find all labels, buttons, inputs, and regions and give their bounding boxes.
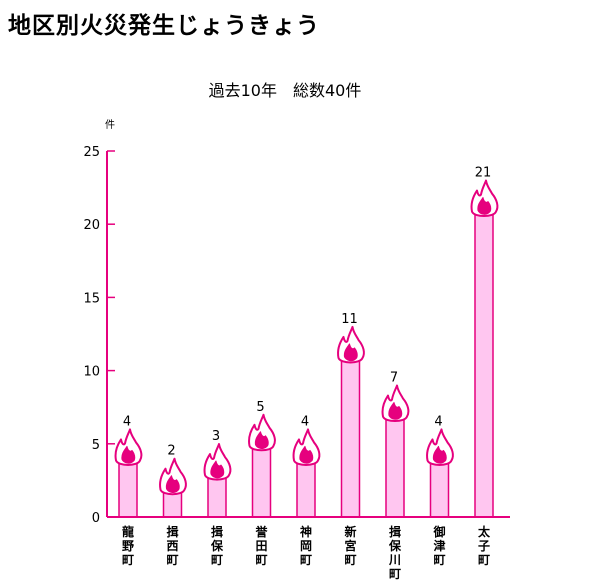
category-label: 龍野町 [122,524,134,567]
y-axis-unit: 件 [105,119,115,131]
data-labels: 4 2 3 5 4 11 7 4 21 [123,166,491,459]
category-label: 御津町 [433,524,446,567]
flame-icon [248,413,276,452]
category-label: 揖保町 [210,524,224,567]
bar [385,413,405,518]
y-tick-label: 10 [83,365,100,380]
data-label: 4 [434,414,442,429]
bar [251,443,272,518]
data-label: 2 [167,444,175,459]
category-label: 誉田町 [255,524,269,567]
data-label: 11 [341,312,358,327]
data-label: 5 [256,400,264,415]
data-label: 4 [301,414,309,429]
data-label: 7 [390,371,398,386]
y-tick-label: 0 [92,511,100,526]
y-tick-label: 5 [92,438,100,453]
bar [429,457,450,518]
category-label: 揖保川町 [388,524,402,580]
flame-icon [381,384,410,423]
bar [474,208,494,518]
data-label: 21 [475,166,492,181]
y-axis: 0 5 10 15 20 25 [83,145,115,526]
flame-icon [292,428,321,466]
y-tick-label: 15 [83,291,100,306]
bar [340,355,361,518]
flame-icon [470,179,499,218]
flame-icon [337,325,365,364]
category-label: 神岡町 [300,524,312,567]
data-label: 3 [212,429,220,444]
flames [114,179,499,496]
data-label: 4 [123,414,131,429]
flame-icon [203,443,232,481]
category-label: 揖西町 [167,524,179,567]
chart-subtitle: 過去10年 総数40件 [209,81,362,100]
flame-icon [426,428,454,466]
category-label: 新宮町 [345,524,357,567]
y-tick-label: 25 [83,145,100,160]
page-title: 地区別火災発生じょうきょう [8,13,320,39]
y-tick-label: 20 [83,218,100,233]
flame-icon [114,428,143,466]
bar [296,457,316,518]
category-labels: 龍野町 揖西町 揖保町 誉田町 神岡町 新宮町 揖保川町 御津町 太子町 [122,524,491,580]
flame-icon [159,457,187,496]
bar [118,457,138,518]
category-label: 太子町 [478,524,491,567]
